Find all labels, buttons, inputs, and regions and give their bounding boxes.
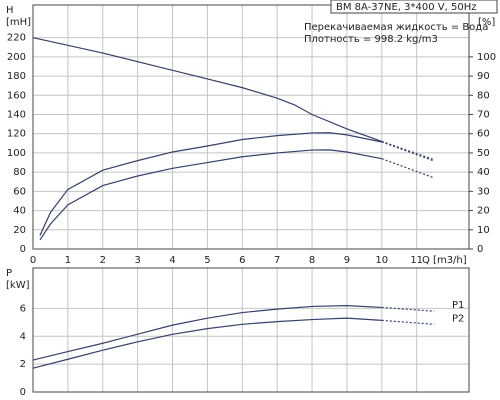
y-tick-label: 20 xyxy=(13,225,26,236)
x-tick-label: 1 xyxy=(65,255,71,266)
x-tick-label: 9 xyxy=(344,255,350,266)
curve-extrapolated xyxy=(381,306,435,312)
y2-tick-label: 20 xyxy=(477,206,490,217)
plot-frame xyxy=(32,267,470,393)
x-tick-label: 6 xyxy=(239,255,245,266)
legend-label: P2 xyxy=(452,313,464,324)
y-tick-label: 200 xyxy=(7,52,26,63)
y2-tick-label: 10 xyxy=(477,225,490,236)
y2-axis-label: [%] xyxy=(478,17,495,28)
y-tick-label: 80 xyxy=(13,167,26,178)
y-axis-label: P xyxy=(6,268,12,279)
y-tick-label: 40 xyxy=(13,206,26,217)
y-tick-label: 0 xyxy=(20,244,26,255)
chart-title: BM 8A-37NE, 3*400 V, 50Hz xyxy=(336,2,476,13)
plot-frame xyxy=(32,4,470,250)
legend-label: P1 xyxy=(452,300,464,311)
y-tick-label: 160 xyxy=(7,90,26,101)
y-tick-label: 6 xyxy=(20,303,26,314)
x-tick-label: 5 xyxy=(204,255,210,266)
y2-tick-label: 100 xyxy=(477,52,496,63)
y-tick-label: 140 xyxy=(7,110,26,121)
x-axis-label: Q [m3/h] xyxy=(422,255,467,266)
curve xyxy=(39,132,382,236)
y2-tick-label: 70 xyxy=(477,110,490,121)
x-tick-label: 0 xyxy=(30,255,36,266)
y2-tick-label: 40 xyxy=(477,167,490,178)
y2-tick-label: 0 xyxy=(477,244,483,255)
y2-tick-label: 60 xyxy=(477,129,490,140)
title-box xyxy=(330,0,498,14)
y-tick-label: 220 xyxy=(7,33,26,44)
y2-tick-label: 90 xyxy=(477,71,490,82)
y-tick-label: 100 xyxy=(7,148,26,159)
y2-tick-label: 30 xyxy=(477,186,490,197)
y2-tick-label: 80 xyxy=(477,90,490,101)
annotation: Перекачиваемая жидкость = Вода xyxy=(304,22,488,33)
y-tick-label: 0 xyxy=(20,387,26,398)
y-tick-label: 2 xyxy=(20,359,26,370)
y-axis-label: [kW] xyxy=(6,280,30,291)
curve xyxy=(32,317,382,369)
y-axis-label: H xyxy=(6,5,14,16)
y-tick-label: 60 xyxy=(13,186,26,197)
curve-extrapolated xyxy=(381,319,435,325)
x-tick-label: 8 xyxy=(309,255,315,266)
x-tick-label: 11 xyxy=(410,255,423,266)
y-axis-label: [mH] xyxy=(6,17,31,28)
curve-extrapolated xyxy=(381,158,435,179)
curve xyxy=(32,305,382,361)
curve-extrapolated xyxy=(381,141,435,162)
x-tick-label: 3 xyxy=(134,255,140,266)
x-tick-label: 2 xyxy=(100,255,106,266)
x-tick-label: 7 xyxy=(274,255,280,266)
curve xyxy=(32,37,383,142)
annotation: Плотность = 998.2 kg/m3 xyxy=(304,34,438,45)
y2-tick-label: 50 xyxy=(477,148,490,159)
curve-extrapolated xyxy=(381,140,435,161)
y-tick-label: 4 xyxy=(20,331,26,342)
x-tick-label: 10 xyxy=(375,255,388,266)
curve xyxy=(39,149,382,241)
y-tick-label: 180 xyxy=(7,71,26,82)
y-tick-label: 120 xyxy=(7,129,26,140)
x-tick-label: 4 xyxy=(169,255,175,266)
